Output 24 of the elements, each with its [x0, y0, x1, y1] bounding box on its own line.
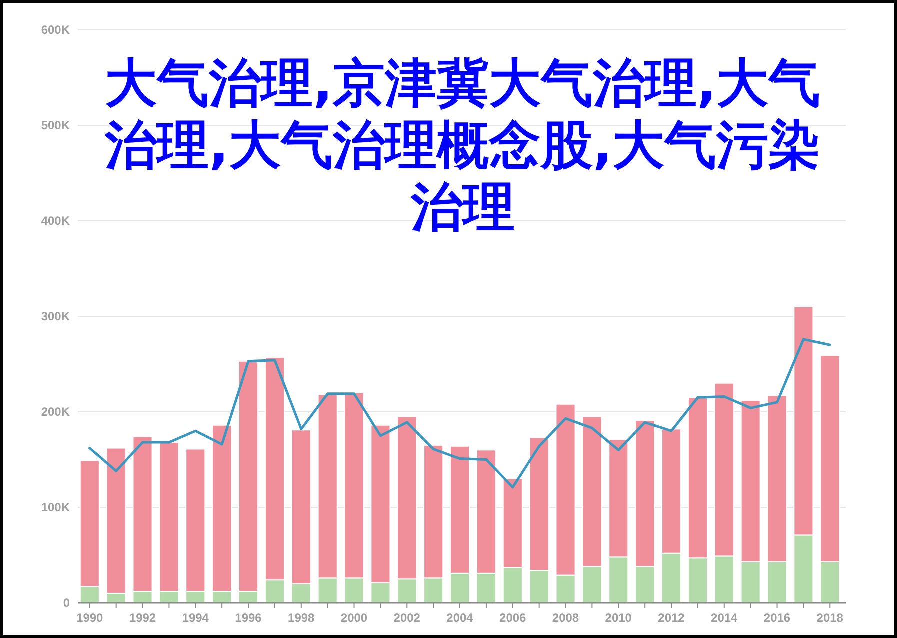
x-tick-label: 2016 [764, 611, 791, 625]
x-tick-label: 1994 [182, 611, 210, 625]
x-tick-label: 2014 [711, 611, 738, 625]
x-tick-label: 2006 [500, 611, 527, 625]
x-tick-label: 1992 [129, 611, 156, 625]
x-tick-label: 2000 [340, 611, 368, 625]
y-tick-label: 100K [41, 500, 70, 514]
x-tick-label: 2012 [658, 611, 686, 625]
y-tick-label: 400K [41, 214, 70, 228]
y-tick-label: 500K [41, 118, 70, 132]
y-tick-label: 200K [41, 405, 70, 419]
x-tick-label: 2008 [552, 611, 580, 625]
line-series [88, 338, 832, 489]
y-tick-label: 600K [41, 23, 70, 37]
y-tick-label: 300K [41, 310, 70, 324]
x-tick-label: 1998 [288, 611, 316, 625]
x-tick-label: 2018 [816, 611, 844, 625]
x-tick-label: 1990 [76, 611, 104, 625]
y-tick-label: 0 [63, 596, 70, 610]
x-tick-label: 2002 [394, 611, 421, 625]
x-tick-label: 2010 [605, 611, 632, 625]
x-tick-label: 1996 [235, 611, 262, 625]
x-tick-label: 2004 [446, 611, 474, 625]
text: 大气治理,京津冀大气治理,大气治理,大气治理概念股,大气污染治理 [104, 53, 822, 239]
